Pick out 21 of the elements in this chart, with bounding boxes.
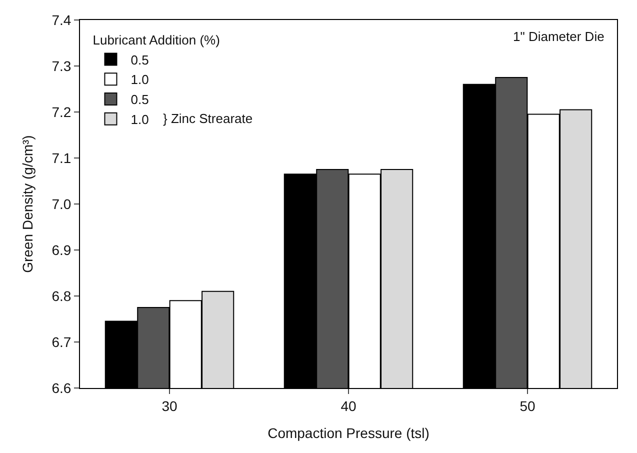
x-tick-label: 30 (162, 398, 178, 414)
y-tick-label: 6.6 (52, 380, 72, 396)
annotation: 1" Diameter Die (513, 29, 604, 44)
legend-title: Lubricant Addition (%) (92, 32, 220, 48)
y-axis-title: Green Density (g/cm³) (19, 135, 36, 273)
y-tick-label: 7.3 (52, 58, 72, 74)
legend-label: 1.0 (130, 112, 149, 127)
y-tick-label: 7.1 (52, 150, 72, 166)
legend-label: 0.5 (130, 52, 149, 68)
y-tick-label: 7.0 (52, 196, 72, 212)
annotation: } Zinc Strearate (163, 111, 253, 126)
y-tick-label: 7.4 (52, 12, 72, 28)
y-tick-label: 6.7 (52, 334, 72, 350)
y-tick-label: 6.9 (52, 242, 72, 258)
y-tick-label: 6.8 (52, 288, 72, 304)
y-tick-label: 7.2 (52, 104, 72, 120)
x-tick-label: 40 (340, 398, 356, 414)
x-tick-label: 50 (520, 398, 536, 414)
legend-label: 0.5 (130, 92, 149, 108)
x-axis-title: Compaction Pressure (tsl) (268, 425, 430, 442)
legend-label: 1.0 (130, 72, 149, 88)
